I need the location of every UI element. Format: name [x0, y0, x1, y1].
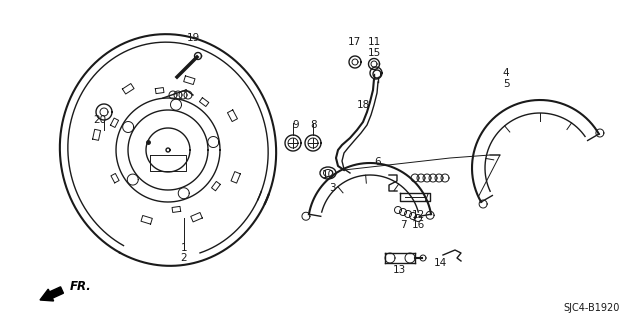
Text: 16: 16: [412, 220, 424, 230]
Text: 20: 20: [93, 115, 107, 125]
Text: 11: 11: [367, 37, 381, 47]
Text: 5: 5: [502, 79, 509, 89]
Text: 7: 7: [400, 220, 406, 230]
Text: 17: 17: [348, 37, 360, 47]
Text: FR.: FR.: [70, 279, 92, 293]
Text: 14: 14: [433, 258, 447, 268]
Text: 18: 18: [356, 100, 370, 110]
Text: 4: 4: [502, 68, 509, 78]
FancyArrow shape: [40, 287, 63, 301]
Text: 3: 3: [329, 183, 335, 193]
Text: 13: 13: [392, 265, 406, 275]
Text: 6: 6: [374, 157, 381, 167]
Text: SJC4-B1920: SJC4-B1920: [564, 303, 620, 313]
Text: 19: 19: [186, 33, 200, 43]
Text: 1: 1: [180, 243, 188, 253]
Text: 10: 10: [321, 170, 335, 180]
Text: 12: 12: [412, 210, 424, 220]
Text: 9: 9: [292, 120, 300, 130]
Text: 7: 7: [422, 193, 428, 203]
Text: 8: 8: [310, 120, 317, 130]
Text: 15: 15: [367, 48, 381, 58]
Text: 2: 2: [180, 253, 188, 263]
